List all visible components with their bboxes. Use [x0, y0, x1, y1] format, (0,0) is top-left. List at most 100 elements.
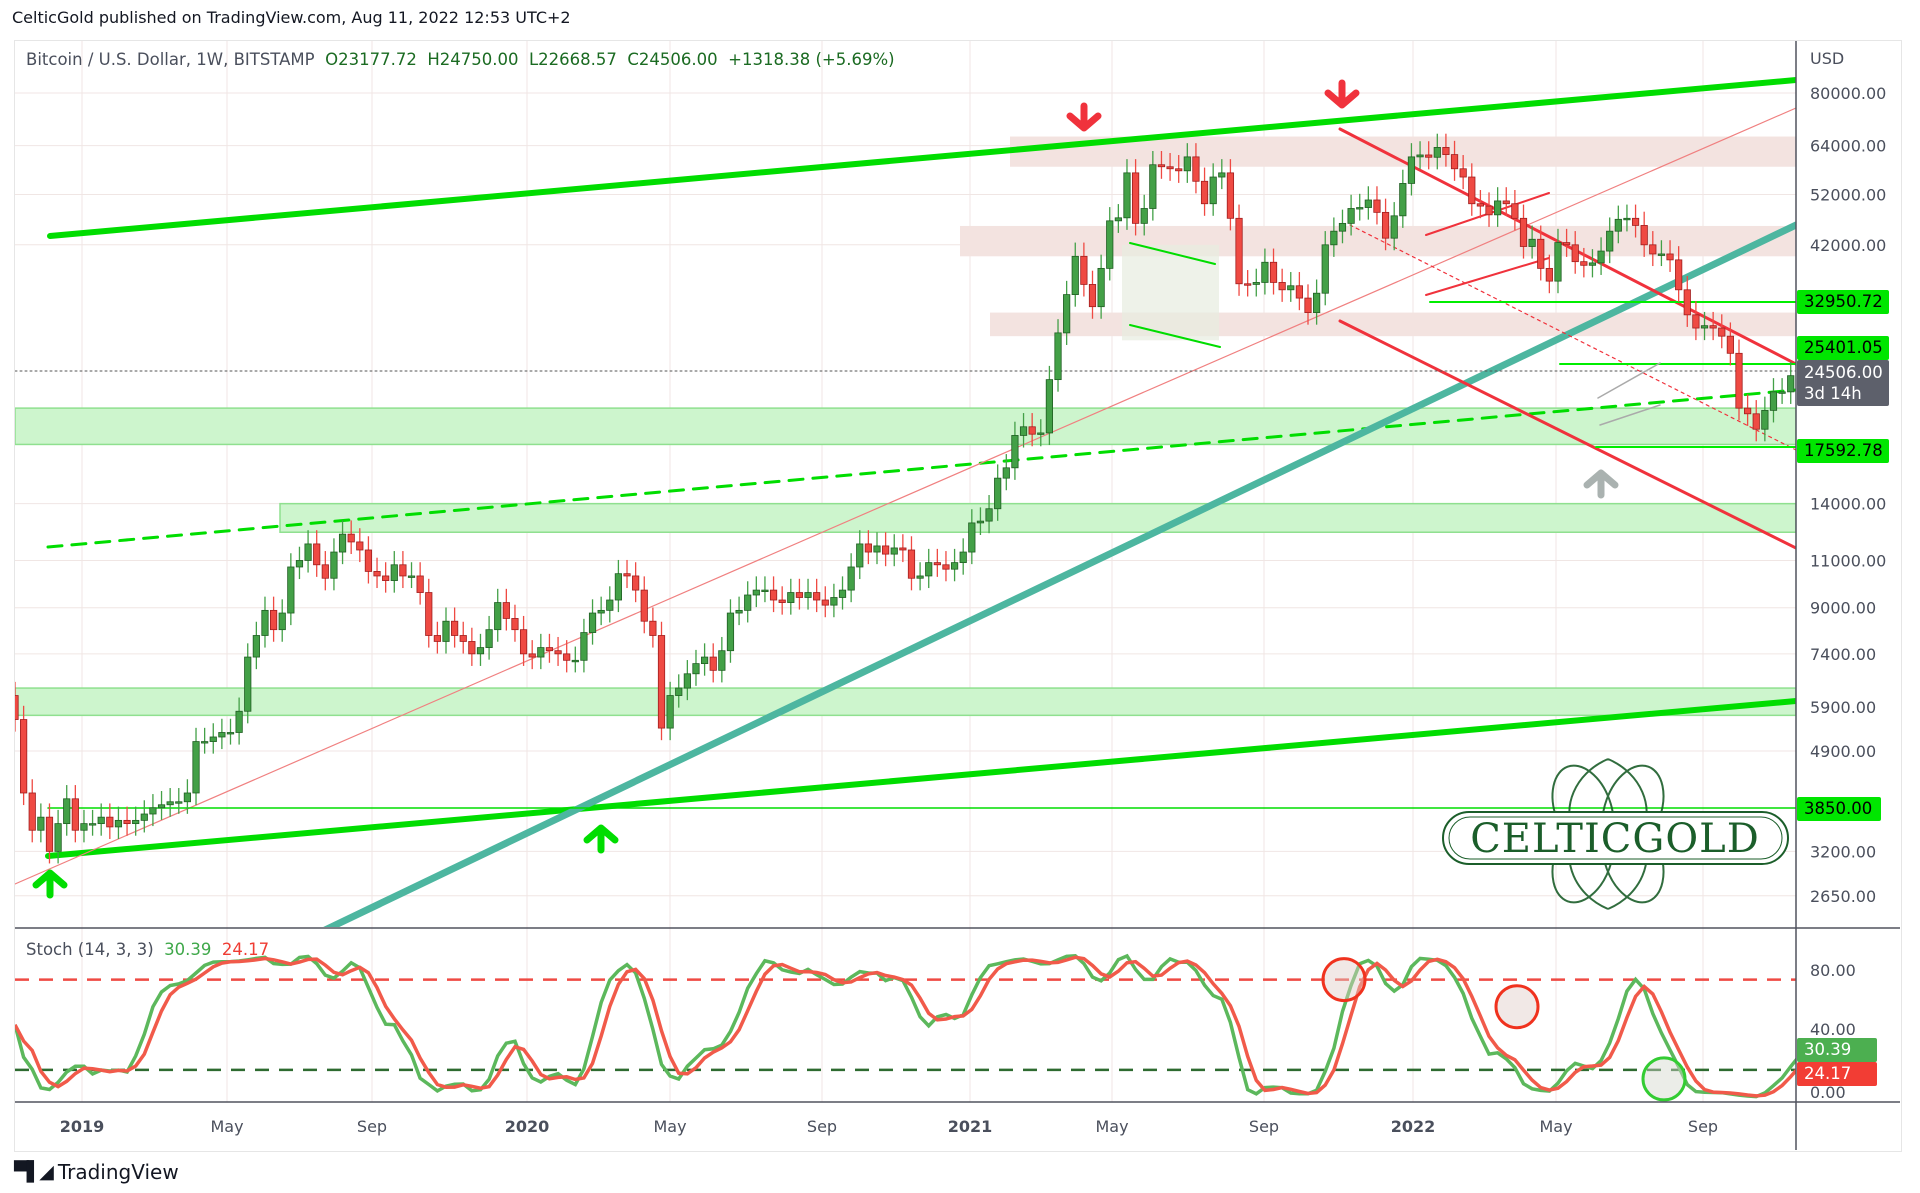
time-label: Sep: [1249, 1117, 1279, 1136]
published-header: CelticGold published on TradingView.com,…: [12, 8, 571, 27]
bearish-candle: [1476, 203, 1484, 207]
bullish-candle: [37, 816, 45, 831]
bearish-candle: [1088, 284, 1097, 308]
bullish-candle: [1347, 208, 1355, 224]
stoch-signal-circle: [1641, 1056, 1687, 1102]
bullish-candle: [338, 533, 347, 553]
bullish-candle: [537, 647, 545, 658]
bullish-candle: [787, 592, 795, 603]
tradingview-logo[interactable]: ▀▌◢ TradingView: [14, 1160, 179, 1184]
bearish-candle: [313, 543, 321, 566]
bearish-candle: [382, 575, 390, 581]
bearish-candle: [1744, 407, 1752, 415]
price-tick: 52000.00: [1810, 185, 1886, 204]
bearish-candle: [20, 719, 28, 794]
bullish-candle: [485, 629, 493, 648]
teal-trend-line: [323, 221, 1796, 927]
green-up-arrow-icon: [583, 824, 619, 854]
price-axis: USD 80000.00 64000.00 52000.00 42000.00 14000…: [1810, 49, 1886, 1102]
bearish-candle: [269, 609, 278, 631]
bullish-candle: [476, 647, 485, 655]
bullish-candle: [873, 545, 881, 553]
bullish-candle: [1019, 426, 1028, 436]
stoch-d-tag: 24.17: [1797, 1062, 1877, 1086]
bearish-candle: [1304, 297, 1312, 313]
bearish-candle: [1502, 200, 1510, 205]
bullish-candle: [1071, 255, 1079, 295]
bearish-candle: [511, 618, 519, 631]
bullish-candle: [838, 589, 847, 598]
bar-countdown: 3d 14h: [1804, 384, 1862, 403]
bullish-candle: [1399, 183, 1407, 217]
bullish-candle: [1313, 292, 1321, 313]
bullish-candle: [994, 477, 1002, 510]
low-value: L22668.57: [528, 50, 617, 69]
bullish-candle: [718, 650, 726, 671]
bearish-candle: [399, 564, 407, 577]
bearish-candle: [519, 629, 528, 655]
time-label: 2022: [1391, 1117, 1436, 1136]
bearish-candle: [1373, 199, 1381, 213]
stoch-d-line: [15, 955, 1796, 1098]
bearish-candle: [416, 575, 424, 593]
bearish-candle: [45, 816, 54, 852]
bullish-candle: [950, 562, 959, 570]
bullish-candle: [1123, 172, 1131, 219]
bearish-candle: [1718, 327, 1726, 337]
bullish-candle: [1140, 208, 1148, 224]
bullish-candle: [735, 609, 743, 614]
bear-flag-top: [1597, 362, 1661, 399]
symbol-legend: Bitcoin / U.S. Dollar, 1W, BITSTAMP O231…: [26, 50, 895, 69]
bearish-candle: [106, 816, 114, 828]
bearish-candle: [1132, 172, 1140, 224]
bullish-candle: [744, 594, 752, 611]
bullish-candle: [407, 575, 416, 578]
bearish-candle: [821, 599, 829, 606]
bullish-candle: [201, 741, 209, 744]
bullish-candle: [442, 620, 450, 642]
bearish-candle: [942, 564, 950, 570]
annotation-arrows: [32, 79, 1619, 899]
bearish-candle: [1468, 176, 1476, 205]
bearish-candle: [649, 620, 657, 636]
bullish-candle: [287, 566, 295, 614]
rising-wedge-bottom: [1425, 257, 1550, 296]
bullish-candle: [890, 547, 898, 555]
celticgold-watermark: CELTICGOLD: [1442, 758, 1789, 910]
price-tick: 42000.00: [1810, 236, 1886, 255]
bearish-candle: [769, 589, 778, 601]
stoch-name: Stoch (14, 3, 3): [26, 940, 154, 959]
bullish-candle: [183, 792, 191, 803]
tradingview-wordmark: TradingView: [57, 1160, 179, 1184]
bullish-candle: [1321, 244, 1329, 294]
stoch-legend: Stoch (14, 3, 3) 30.39 24.17: [26, 940, 269, 959]
price-tag-17592: 17592.78: [1797, 439, 1889, 463]
bullish-candle: [847, 566, 855, 591]
bullish-candle: [278, 612, 286, 631]
bullish-candle: [614, 573, 623, 601]
bearish-candle: [1631, 217, 1640, 226]
bearish-candle: [459, 635, 467, 642]
bearish-candle: [1244, 283, 1252, 286]
current-price: 24506.00: [1804, 363, 1883, 382]
bearish-candle: [1485, 205, 1493, 216]
bearish-candle: [1381, 211, 1390, 239]
bearish-candle: [451, 620, 459, 636]
bullish-candle: [761, 589, 769, 592]
bullish-candle: [588, 612, 597, 633]
bearish-candle: [1519, 217, 1528, 247]
bullish-candle: [80, 823, 88, 831]
mid-dashed-line: [46, 388, 1796, 549]
bullish-candle: [1657, 253, 1666, 256]
red-down-arrow-icon: [1066, 102, 1102, 132]
stoch-signal-circle: [1494, 984, 1540, 1030]
bearish-candle: [1675, 259, 1683, 291]
bullish-candle: [226, 732, 235, 735]
bearish-candle: [933, 562, 941, 566]
bearish-candle: [1640, 225, 1648, 246]
bearish-candle: [433, 635, 441, 642]
bullish-candle: [666, 695, 674, 729]
bullish-candle: [597, 609, 605, 614]
stoch-d-value: 24.17: [221, 940, 270, 959]
